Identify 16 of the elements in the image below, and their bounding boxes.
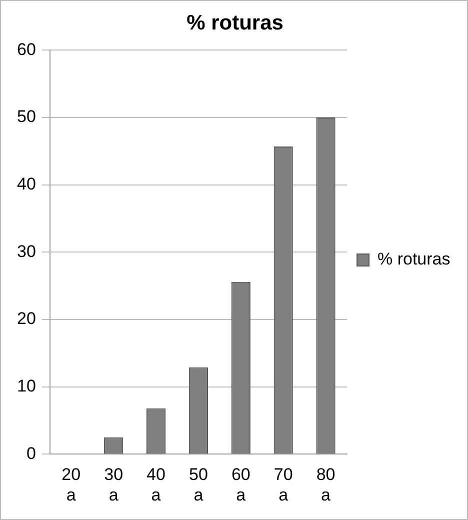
y-tick-label: 60	[16, 40, 36, 59]
x-tick-label: 70 a	[274, 465, 293, 504]
x-tick-label: 60 a	[231, 465, 250, 504]
y-tick-label: 20	[16, 309, 36, 328]
y-tick-label: 40	[16, 174, 36, 194]
chart-title: % roturas	[186, 11, 284, 34]
x-tick-label: 20 a	[62, 465, 81, 504]
x-tick-label: 80 a	[316, 465, 336, 504]
y-tick-label: 10	[16, 376, 36, 396]
y-tick-label: 30	[16, 242, 36, 261]
y-tick-label: 0	[26, 444, 36, 463]
x-tick-label: 50 a	[188, 465, 208, 504]
x-tick-label: 30 a	[104, 465, 124, 504]
y-tick-label: 50	[16, 107, 36, 126]
x-tick-label: 40 a	[146, 465, 166, 504]
legend-label: % roturas	[378, 250, 450, 269]
